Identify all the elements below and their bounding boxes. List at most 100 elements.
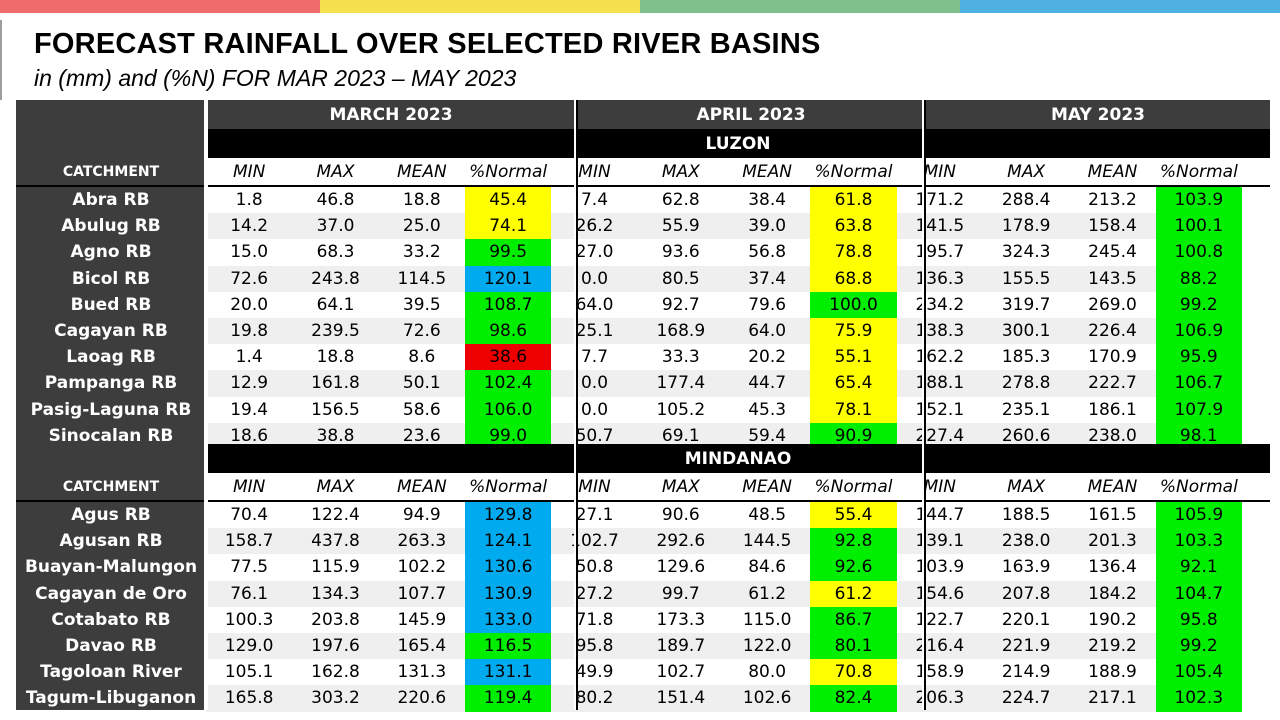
value-cell: 239.5 xyxy=(292,318,379,345)
percent-normal-cell: 75.9 xyxy=(810,318,897,345)
value-cell: 25.0 xyxy=(378,213,465,240)
value-cell: 206.3 xyxy=(896,685,983,712)
value-cell: 226.4 xyxy=(1069,318,1156,345)
value-cell: 20.0 xyxy=(206,291,293,318)
value-cell: 161.5 xyxy=(1069,502,1156,529)
value-cell: 46.8 xyxy=(292,187,379,214)
percent-normal-cell: 119.4 xyxy=(464,685,552,712)
value-cell: 219.2 xyxy=(1069,633,1156,660)
left-accent-line xyxy=(0,20,2,100)
percent-normal-cell: 100.0 xyxy=(810,291,897,318)
percent-normal-cell: 102.4 xyxy=(464,370,552,397)
top-color-bar xyxy=(0,0,1280,13)
column-label: %Normal xyxy=(814,161,893,182)
catchment-name: Buayan-Malungon xyxy=(24,557,198,578)
percent-normal-cell: 78.1 xyxy=(810,396,897,423)
catchment-name: Cagayan de Oro xyxy=(35,583,187,604)
percent-normal-cell: 100.1 xyxy=(1155,213,1242,240)
percent-normal-cell: 133.0 xyxy=(464,606,552,633)
percent-normal-cell: 78.8 xyxy=(810,239,897,266)
value-cell: 45.3 xyxy=(723,396,811,423)
value-cell: 84.6 xyxy=(723,554,811,581)
catchment-name: Cagayan RB xyxy=(54,321,168,342)
value-cell: 122.4 xyxy=(292,502,379,529)
value-cell: 197.6 xyxy=(292,633,379,660)
percent-normal-cell: 98.6 xyxy=(464,318,552,345)
percent-normal-cell: 38.6 xyxy=(464,344,552,371)
value-cell: 27.2 xyxy=(551,580,638,607)
value-cell: 220.1 xyxy=(982,606,1070,633)
value-cell: 143.5 xyxy=(1069,265,1156,292)
percent-normal-cell: 92.6 xyxy=(810,554,897,581)
value-cell: 278.8 xyxy=(982,370,1070,397)
percent-normal-cell: 106.9 xyxy=(1155,318,1242,345)
value-cell: 26.2 xyxy=(551,213,638,240)
column-label: MIN xyxy=(923,476,957,497)
value-cell: 48.5 xyxy=(723,502,811,529)
value-cell: 145.9 xyxy=(378,606,465,633)
value-cell: 178.9 xyxy=(982,213,1070,240)
value-cell: 56.8 xyxy=(723,239,811,266)
value-cell: 1.4 xyxy=(206,344,293,371)
column-label: %Normal xyxy=(469,161,548,182)
value-cell: 224.7 xyxy=(982,685,1070,712)
value-cell: 94.9 xyxy=(378,502,465,529)
value-cell: 303.2 xyxy=(292,685,379,712)
percent-normal-cell: 105.4 xyxy=(1155,659,1242,686)
value-cell: 213.2 xyxy=(1069,187,1156,214)
value-cell: 234.2 xyxy=(896,291,983,318)
value-cell: 20.2 xyxy=(723,344,811,371)
value-cell: 238.0 xyxy=(982,528,1070,555)
value-cell: 12.9 xyxy=(206,370,293,397)
value-cell: 134.3 xyxy=(292,580,379,607)
value-cell: 177.4 xyxy=(637,370,724,397)
value-cell: 263.3 xyxy=(378,528,465,555)
percent-normal-cell: 92.8 xyxy=(810,528,897,555)
percent-normal-cell: 99.5 xyxy=(464,239,552,266)
column-label: %Normal xyxy=(469,476,548,497)
percent-normal-cell: 99.2 xyxy=(1155,291,1242,318)
column-label: MEAN xyxy=(1087,476,1138,497)
percent-normal-cell: 74.1 xyxy=(464,213,552,240)
value-cell: 155.5 xyxy=(982,265,1070,292)
value-cell: 162.2 xyxy=(896,344,983,371)
header-rule xyxy=(16,185,1270,187)
value-cell: 136.4 xyxy=(1069,554,1156,581)
value-cell: 222.7 xyxy=(1069,370,1156,397)
value-cell: 136.3 xyxy=(896,265,983,292)
column-label: MEAN xyxy=(1087,161,1138,182)
percent-normal-cell: 107.9 xyxy=(1155,396,1242,423)
percent-normal-cell: 131.1 xyxy=(464,659,552,686)
value-cell: 186.1 xyxy=(1069,396,1156,423)
value-cell: 90.6 xyxy=(637,502,724,529)
value-cell: 102.7 xyxy=(551,528,638,555)
percent-normal-cell: 130.6 xyxy=(464,554,552,581)
column-label: MAX xyxy=(316,476,355,497)
catchment-name: Tagum-Libuganon xyxy=(25,688,197,709)
value-cell: 152.1 xyxy=(896,396,983,423)
value-cell: 163.9 xyxy=(982,554,1070,581)
value-cell: 64.0 xyxy=(723,318,811,345)
column-label: MIN xyxy=(578,476,611,497)
value-cell: 39.5 xyxy=(378,291,465,318)
value-cell: 195.7 xyxy=(896,239,983,266)
percent-normal-cell: 82.4 xyxy=(810,685,897,712)
value-cell: 269.0 xyxy=(1069,291,1156,318)
value-cell: 80.2 xyxy=(551,685,638,712)
value-cell: 173.3 xyxy=(637,606,724,633)
catchment-name: Cotabato RB xyxy=(51,609,171,630)
column-label: MAX xyxy=(661,476,700,497)
month-header-2: MAY 2023 xyxy=(926,100,1270,129)
value-cell: 158.7 xyxy=(206,528,293,555)
column-label: MIN xyxy=(232,476,266,497)
value-cell: 64.0 xyxy=(551,291,638,318)
value-cell: 37.4 xyxy=(723,265,811,292)
value-cell: 188.1 xyxy=(896,370,983,397)
value-cell: 168.9 xyxy=(637,318,724,345)
value-cell: 319.7 xyxy=(982,291,1070,318)
value-cell: 292.6 xyxy=(637,528,724,555)
percent-normal-cell: 106.0 xyxy=(464,396,552,423)
value-cell: 190.2 xyxy=(1069,606,1156,633)
value-cell: 99.7 xyxy=(637,580,724,607)
catchment-column-bg xyxy=(16,100,206,710)
